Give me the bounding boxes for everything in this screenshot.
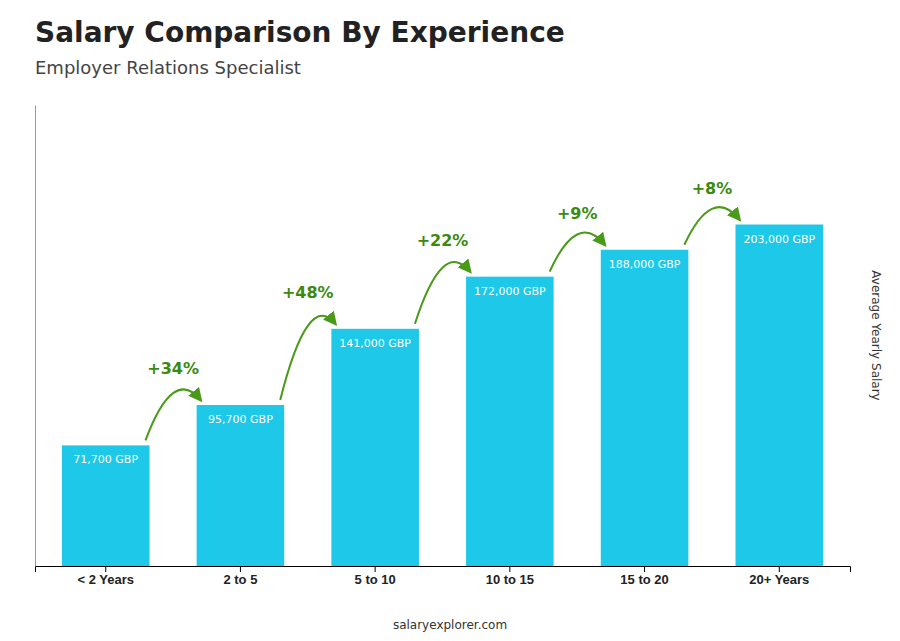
- pct-label: +8%: [692, 179, 733, 198]
- title: Salary Comparison By Experience: [35, 16, 565, 49]
- x-tick-label: < 2 Years: [77, 572, 134, 587]
- bar: [735, 225, 823, 566]
- x-tick-label: 20+ Years: [749, 572, 809, 587]
- pct-arrow: [280, 316, 335, 400]
- x-axis: < 2 Years 2 to 5 5 to 10 10 to 15 15 to 20 20…: [36, 566, 851, 587]
- pct-arrow: [684, 207, 739, 245]
- bar: [331, 329, 419, 566]
- x-axis-line: [36, 567, 851, 573]
- x-tick: 20+ Years: [749, 566, 809, 587]
- value-label: 95,700 GBP: [208, 413, 273, 426]
- value-label: 172,000 GBP: [474, 285, 546, 298]
- annotations: +34% +48% +22% +9% +8%: [146, 179, 740, 441]
- pct-label: +9%: [557, 204, 598, 223]
- x-tick: 10 to 15: [486, 566, 534, 587]
- pct-arrow: [415, 262, 470, 324]
- x-tick-mark: [240, 566, 241, 572]
- y-axis-title: Average Yearly Salary: [869, 270, 883, 400]
- y-axis-line: [35, 106, 36, 567]
- x-tick-mark: [105, 566, 106, 572]
- value-label: 141,000 GBP: [339, 337, 411, 350]
- y-axis: [35, 106, 36, 567]
- x-tick-mark: [509, 566, 510, 572]
- value-label: 71,700 GBP: [73, 453, 138, 466]
- value-label: 188,000 GBP: [609, 258, 681, 271]
- pct-arrow: [146, 389, 201, 440]
- x-tick: 15 to 20: [620, 566, 668, 587]
- bar: [62, 445, 150, 566]
- x-tick: 5 to 10: [355, 566, 396, 587]
- subtitle: Employer Relations Specialist: [35, 57, 301, 78]
- x-tick: 2 to 5: [223, 566, 257, 587]
- chart: Salary Comparison By Experience Employer …: [0, 0, 900, 641]
- x-tick-label: 2 to 5: [223, 572, 257, 587]
- x-tick: < 2 Years: [77, 566, 134, 587]
- value-label: 203,000 GBP: [743, 233, 815, 246]
- x-tick-label: 10 to 15: [486, 572, 534, 587]
- footer: salaryexplorer.com: [393, 618, 507, 632]
- pct-label: +34%: [147, 359, 199, 378]
- plot: < 2 Years 2 to 5 5 to 10 10 to 15 15 to 20 20…: [36, 106, 851, 588]
- pct-label: +22%: [417, 231, 469, 250]
- x-tick-label: 5 to 10: [355, 572, 396, 587]
- x-tick-mark: [375, 566, 376, 572]
- x-tick-mark: [779, 566, 780, 572]
- bar: [601, 250, 689, 566]
- pct-arrow: [550, 233, 605, 272]
- x-tick-mark: [644, 566, 645, 572]
- bar: [466, 277, 554, 566]
- x-tick-label: 15 to 20: [620, 572, 668, 587]
- value-labels: 71,700 GBP 95,700 GBP 141,000 GBP 172,000 G…: [73, 233, 815, 467]
- pct-label: +48%: [282, 283, 334, 302]
- bar: [197, 405, 285, 566]
- bars: [62, 225, 823, 566]
